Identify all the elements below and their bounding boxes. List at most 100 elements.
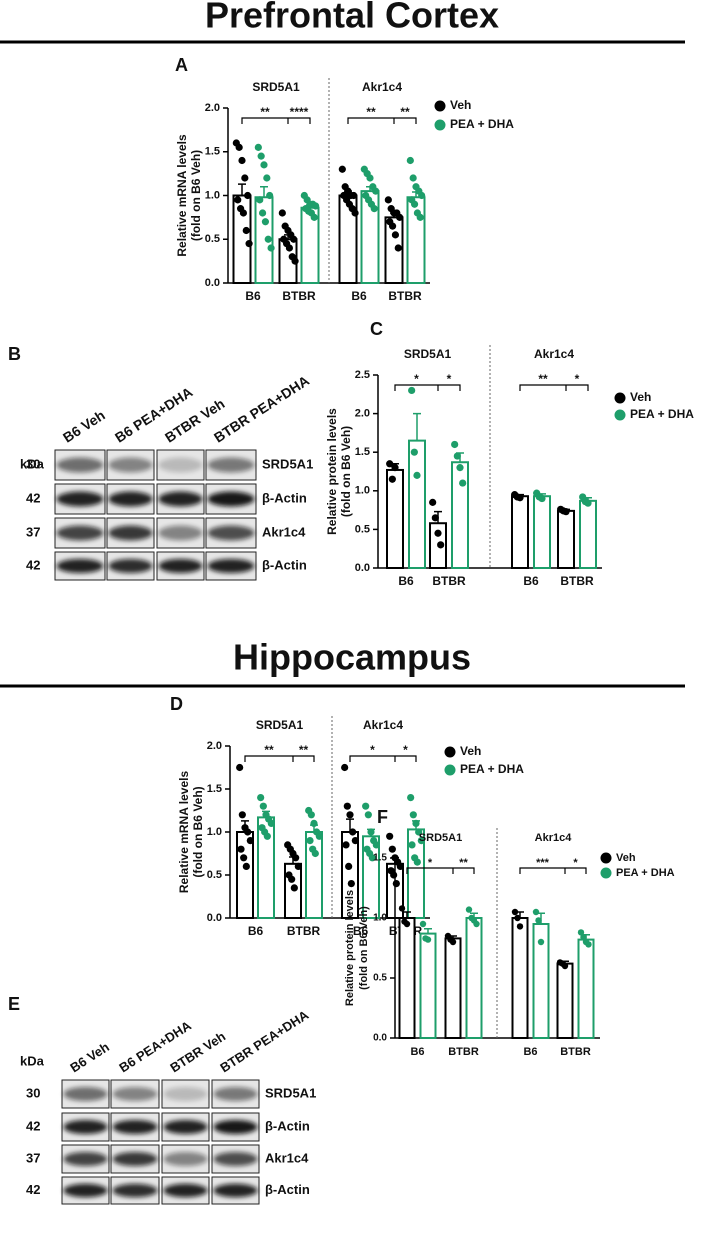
data-point xyxy=(256,196,264,204)
legend-marker xyxy=(434,100,446,112)
data-point xyxy=(584,499,592,507)
y-tick-label: 1.0 xyxy=(205,189,220,201)
data-point xyxy=(410,200,419,208)
kda-value: 30 xyxy=(26,1085,40,1100)
section-title: Prefrontal Cortex xyxy=(205,0,499,36)
data-point xyxy=(267,819,275,828)
data-point xyxy=(372,187,380,195)
blot-band xyxy=(207,457,255,473)
sig-label: * xyxy=(370,743,375,757)
sig-bracket xyxy=(349,755,417,762)
data-point xyxy=(244,191,252,200)
lane-label: B6 Veh xyxy=(67,1039,112,1075)
sig-bracket xyxy=(519,384,589,391)
data-point xyxy=(310,213,318,221)
data-point xyxy=(409,811,417,819)
data-point xyxy=(465,906,473,913)
data-point xyxy=(434,529,442,537)
kda-value: 30 xyxy=(26,456,40,471)
legend-marker xyxy=(444,764,456,776)
y-tick-label: 0.5 xyxy=(207,869,222,881)
y-axis-label: Relative protein levels xyxy=(325,408,339,535)
x-tick-label: B6 xyxy=(410,1046,424,1058)
data-point xyxy=(396,862,404,871)
x-tick-label: BTBR xyxy=(388,289,422,303)
y-axis-label: Relative mRNA levels xyxy=(175,134,189,257)
legend-marker xyxy=(614,392,626,404)
y-tick-label: 0.5 xyxy=(355,523,370,535)
sig-bracket xyxy=(406,867,475,874)
data-point xyxy=(577,929,585,936)
data-point xyxy=(585,941,592,948)
x-tick-label: B6 xyxy=(248,924,264,938)
data-point xyxy=(239,209,248,217)
lane-label: B6 Veh xyxy=(60,407,108,446)
sig-label: ** xyxy=(264,743,274,757)
legend-marker xyxy=(600,867,612,879)
data-point xyxy=(257,794,265,802)
data-point xyxy=(532,908,540,916)
data-point xyxy=(278,209,286,217)
x-tick-label: BTBR xyxy=(560,1046,591,1058)
data-point xyxy=(285,244,294,252)
y-tick-label: 0.5 xyxy=(373,973,387,984)
x-tick-label: BTBR xyxy=(432,574,466,588)
data-point xyxy=(351,209,359,217)
data-point xyxy=(244,828,252,836)
data-point xyxy=(412,819,420,828)
sig-label: **** xyxy=(290,105,309,119)
data-point xyxy=(288,875,296,883)
data-point xyxy=(291,257,299,265)
blot-band xyxy=(63,1120,108,1134)
y-tick-label: 1.0 xyxy=(355,485,370,497)
data-point xyxy=(391,464,399,472)
bar xyxy=(398,917,416,1039)
panel-label: F xyxy=(377,807,388,827)
data-point xyxy=(235,143,243,151)
data-point xyxy=(234,196,242,204)
protein-label: β-Actin xyxy=(262,557,307,572)
y-tick-label: 1.5 xyxy=(373,853,387,864)
data-point xyxy=(237,845,245,853)
legend-label: PEA + DHA xyxy=(460,762,524,776)
kda-value: 42 xyxy=(26,1118,40,1133)
y-tick-label: 1.5 xyxy=(207,783,222,795)
blot-band xyxy=(112,1087,158,1101)
blot-band xyxy=(163,1152,208,1166)
data-point xyxy=(242,226,250,235)
kda-header: kDa xyxy=(20,456,45,471)
blot-band xyxy=(158,491,203,507)
blot-band xyxy=(108,525,153,541)
y-tick-label: 2.0 xyxy=(207,740,222,752)
error-bar xyxy=(238,183,246,196)
data-point xyxy=(307,811,315,819)
panel-label: E xyxy=(8,994,20,1014)
lane-label: BTBR PEA+DHA xyxy=(217,1007,311,1076)
legend-marker xyxy=(600,852,612,864)
blot-band xyxy=(112,1183,158,1198)
data-point xyxy=(347,880,355,888)
data-point xyxy=(349,828,357,836)
data-point xyxy=(417,837,425,845)
blot-band xyxy=(108,457,153,473)
group-title: Akr1c4 xyxy=(362,80,402,94)
blot-band xyxy=(56,559,104,573)
data-point xyxy=(372,841,380,849)
x-tick-label: B6 xyxy=(523,574,539,588)
data-point xyxy=(429,498,437,506)
group-title: SRD5A1 xyxy=(419,832,462,844)
y-axis-label: (fold on B6 Veh) xyxy=(191,786,205,877)
y-tick-label: 1.0 xyxy=(207,826,222,838)
data-point xyxy=(351,837,359,845)
data-point xyxy=(267,244,275,252)
data-point xyxy=(535,917,542,924)
x-tick-label: B6 xyxy=(353,924,369,938)
blot-band xyxy=(158,525,203,541)
data-point xyxy=(410,448,418,456)
blot-band xyxy=(207,525,255,541)
data-point xyxy=(386,460,394,468)
legend-label: PEA + DHA xyxy=(616,867,675,879)
data-point xyxy=(511,908,519,916)
legend-label: Veh xyxy=(630,390,651,404)
data-point xyxy=(419,920,427,928)
